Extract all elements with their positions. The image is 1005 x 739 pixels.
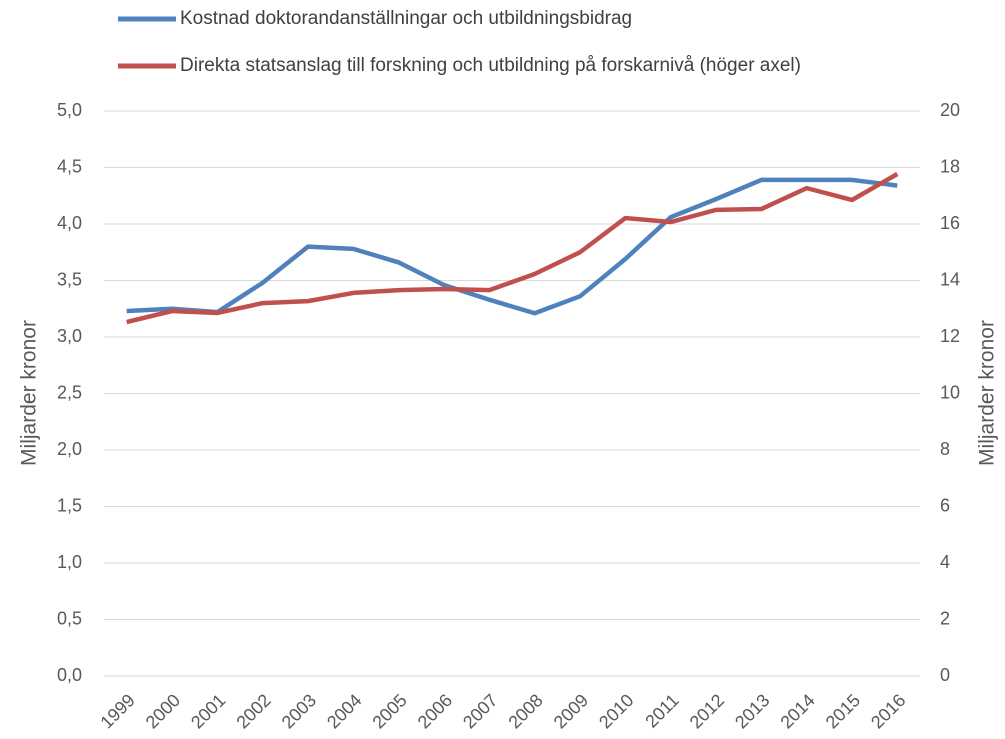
y2-axis-label: Miljarder kronor [976,320,999,466]
x-tick-label: 2013 [731,690,773,732]
x-tick-label: 2015 [822,690,864,732]
x-tick-label: 1999 [96,690,138,732]
y2-tick-label: 2 [940,608,950,628]
y-tick-label: 0,0 [57,665,82,685]
y2-tick-label: 6 [940,495,950,515]
y-tick-label: 4,0 [57,213,82,233]
y2-tick-label: 20 [940,100,960,120]
legend-label: Direkta statsanslag till forskning och u… [180,55,801,76]
x-tick-label: 2012 [686,690,728,732]
y2-tick-label: 4 [940,552,950,572]
x-tick-label: 2005 [368,690,410,732]
legend-label: Kostnad doktorandanställningar och utbil… [180,8,632,29]
x-tick-label: 2009 [550,690,592,732]
y-tick-label: 1,5 [57,495,82,515]
y2-tick-label: 0 [940,665,950,685]
y-axis-label: Miljarder kronor [18,320,41,466]
y-tick-label: 1,0 [57,552,82,572]
x-tick-label: 2011 [641,690,683,732]
x-tick-label: 2008 [504,690,546,732]
y2-tick-label: 14 [940,269,960,289]
series-line [126,177,898,316]
x-tick-label: 2016 [867,690,909,732]
x-tick-label: 2000 [142,690,184,732]
x-tick-label: 2003 [278,690,320,732]
x-tick-label: 2001 [187,690,229,732]
x-tick-label: 2006 [414,690,456,732]
x-tick-label: 2010 [595,690,637,732]
y-tick-label: 3,0 [57,326,82,346]
y-tick-label: 2,5 [57,382,82,402]
series-line [126,172,899,325]
y2-tick-label: 18 [940,156,960,176]
y-tick-label: 4,5 [57,156,82,176]
x-tick-label: 2014 [776,690,818,732]
y-tick-label: 5,0 [57,100,82,120]
x-tick-label: 2004 [323,690,365,732]
x-tick-label: 2002 [232,690,274,732]
y2-tick-label: 16 [940,213,960,233]
y-tick-label: 0,5 [57,608,82,628]
y2-tick-label: 8 [940,439,950,459]
y2-tick-label: 10 [940,382,960,402]
y-tick-label: 2,0 [57,439,82,459]
x-tick-label: 2007 [459,690,501,732]
y2-tick-label: 12 [940,326,960,346]
y-tick-label: 3,5 [57,269,82,289]
